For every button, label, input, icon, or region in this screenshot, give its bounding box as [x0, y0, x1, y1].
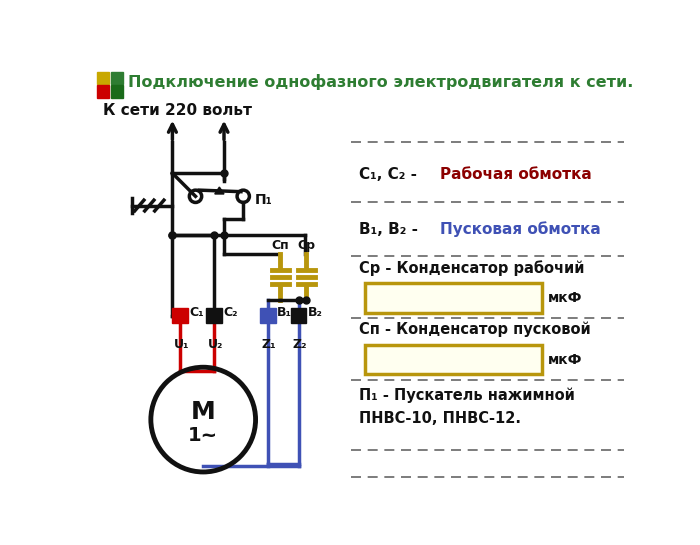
Text: В₂: В₂ — [308, 306, 323, 319]
Bar — [206, 308, 222, 323]
Bar — [365, 283, 542, 313]
Text: С₂: С₂ — [223, 306, 238, 319]
Bar — [97, 71, 109, 84]
Text: ПНВС-10, ПНВС-12.: ПНВС-10, ПНВС-12. — [358, 410, 521, 426]
Text: Z₂: Z₂ — [293, 338, 307, 352]
Bar — [172, 308, 188, 323]
Text: Сп - Конденсатор пусковой: Сп - Конденсатор пусковой — [358, 322, 591, 337]
Bar — [97, 86, 109, 98]
Text: Ср - Конденсатор рабочий: Ср - Конденсатор рабочий — [358, 260, 584, 276]
Text: U₂: U₂ — [208, 338, 223, 352]
Text: Сп: Сп — [272, 239, 289, 252]
Text: мкФ: мкФ — [548, 353, 582, 367]
Text: М: М — [191, 400, 216, 424]
Text: В₁, В₂ -: В₁, В₂ - — [358, 222, 423, 237]
Text: К сети 220 вольт: К сети 220 вольт — [103, 102, 252, 118]
Text: П₁: П₁ — [255, 193, 272, 207]
Polygon shape — [215, 187, 224, 194]
Bar — [291, 308, 307, 323]
Text: мкФ: мкФ — [548, 291, 582, 305]
Text: С₁, С₂ -: С₁, С₂ - — [358, 167, 422, 182]
Text: П₁ - Пускатель нажимной: П₁ - Пускатель нажимной — [358, 387, 575, 403]
Bar — [365, 345, 542, 374]
Text: U₁: U₁ — [174, 338, 190, 352]
Text: 1~: 1~ — [188, 426, 218, 445]
Bar — [111, 86, 123, 98]
Text: В₁: В₁ — [277, 306, 292, 319]
Bar — [260, 308, 276, 323]
Text: С₁: С₁ — [189, 306, 204, 319]
Text: Рабочая обмотка: Рабочая обмотка — [440, 167, 592, 182]
Text: Пусковая обмотка: Пусковая обмотка — [440, 222, 601, 237]
Text: Подключение однофазного электродвигателя к сети.: Подключение однофазного электродвигателя… — [127, 74, 633, 90]
Bar — [111, 71, 123, 84]
Text: Z₁: Z₁ — [262, 338, 276, 352]
Text: Ср: Ср — [298, 239, 316, 252]
